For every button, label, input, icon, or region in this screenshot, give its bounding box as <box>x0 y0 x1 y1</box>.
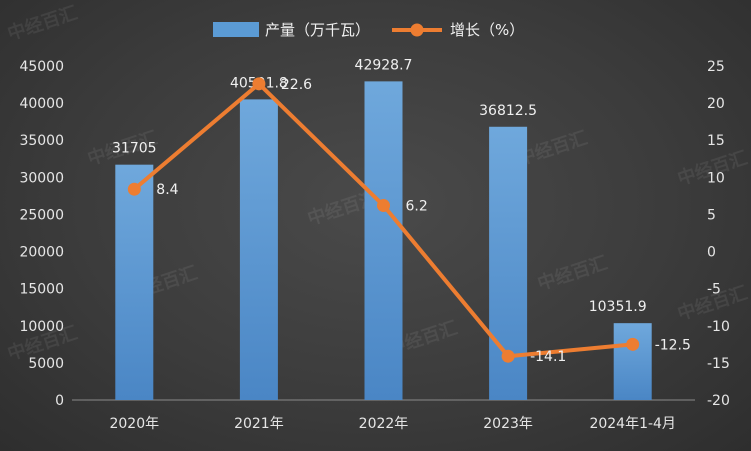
x-tick-label: 2022年 <box>359 416 409 432</box>
legend-label-line: 增长（%） <box>450 21 524 39</box>
y-right-tick-label: 0 <box>707 245 716 261</box>
watermark-text: 中经百汇 <box>535 252 610 295</box>
y-right-tick-label: 20 <box>707 96 725 112</box>
y-right-tick-label: 10 <box>707 170 725 186</box>
y-left-tick-label: 35000 <box>19 133 64 149</box>
watermark-text: 中经百汇 <box>5 2 80 45</box>
line-value-label: 6.2 <box>406 199 428 215</box>
y-right-tick-label: -15 <box>707 356 730 372</box>
y-left-tick-label: 40000 <box>19 96 64 112</box>
bar-value-label: 10351.9 <box>589 299 647 315</box>
line-value-label: 22.6 <box>281 77 312 93</box>
y-right-tick-label: -5 <box>707 282 721 298</box>
y-left-tick-label: 45000 <box>19 59 64 75</box>
y-left-tick-label: 20000 <box>19 245 64 261</box>
x-tick-label: 2021年 <box>234 416 284 432</box>
bar-value-label: 42928.7 <box>355 57 413 73</box>
y-left-tick-label: 30000 <box>19 170 64 186</box>
line-value-label: 8.4 <box>156 182 178 198</box>
y-right-tick-label: -20 <box>707 393 730 409</box>
bar <box>364 81 403 400</box>
line-point <box>252 77 266 91</box>
y-left-tick-label: 10000 <box>19 319 64 335</box>
y-right-tick-label: 25 <box>707 59 725 75</box>
legend-swatch-bar <box>213 22 259 37</box>
x-tick-label: 2024年1-4月 <box>589 416 676 432</box>
line-point <box>501 349 515 363</box>
line-value-label: -12.5 <box>655 337 691 353</box>
bar-value-label: 31705 <box>112 141 157 157</box>
line-point <box>127 182 141 196</box>
line-point <box>377 199 390 213</box>
y-right-tick-label: -10 <box>707 319 730 335</box>
line-point <box>626 337 640 351</box>
bar <box>613 323 652 400</box>
y-left-tick-label: 0 <box>55 393 64 409</box>
y-left-tick-label: 15000 <box>19 282 64 298</box>
legend-label-bar: 产量（万千瓦） <box>265 21 370 39</box>
x-tick-label: 2020年 <box>109 416 159 432</box>
bar <box>115 164 154 400</box>
y-right-tick-label: 15 <box>707 133 725 149</box>
y-left-tick-label: 5000 <box>28 356 64 372</box>
bar <box>239 99 278 400</box>
y-left-tick-label: 25000 <box>19 207 64 223</box>
line-value-label: -14.1 <box>530 349 566 365</box>
y-right-tick-label: 5 <box>707 207 716 223</box>
x-tick-label: 2023年 <box>483 416 533 432</box>
bar-value-label: 36812.5 <box>479 103 537 119</box>
legend-marker-line <box>410 23 424 37</box>
